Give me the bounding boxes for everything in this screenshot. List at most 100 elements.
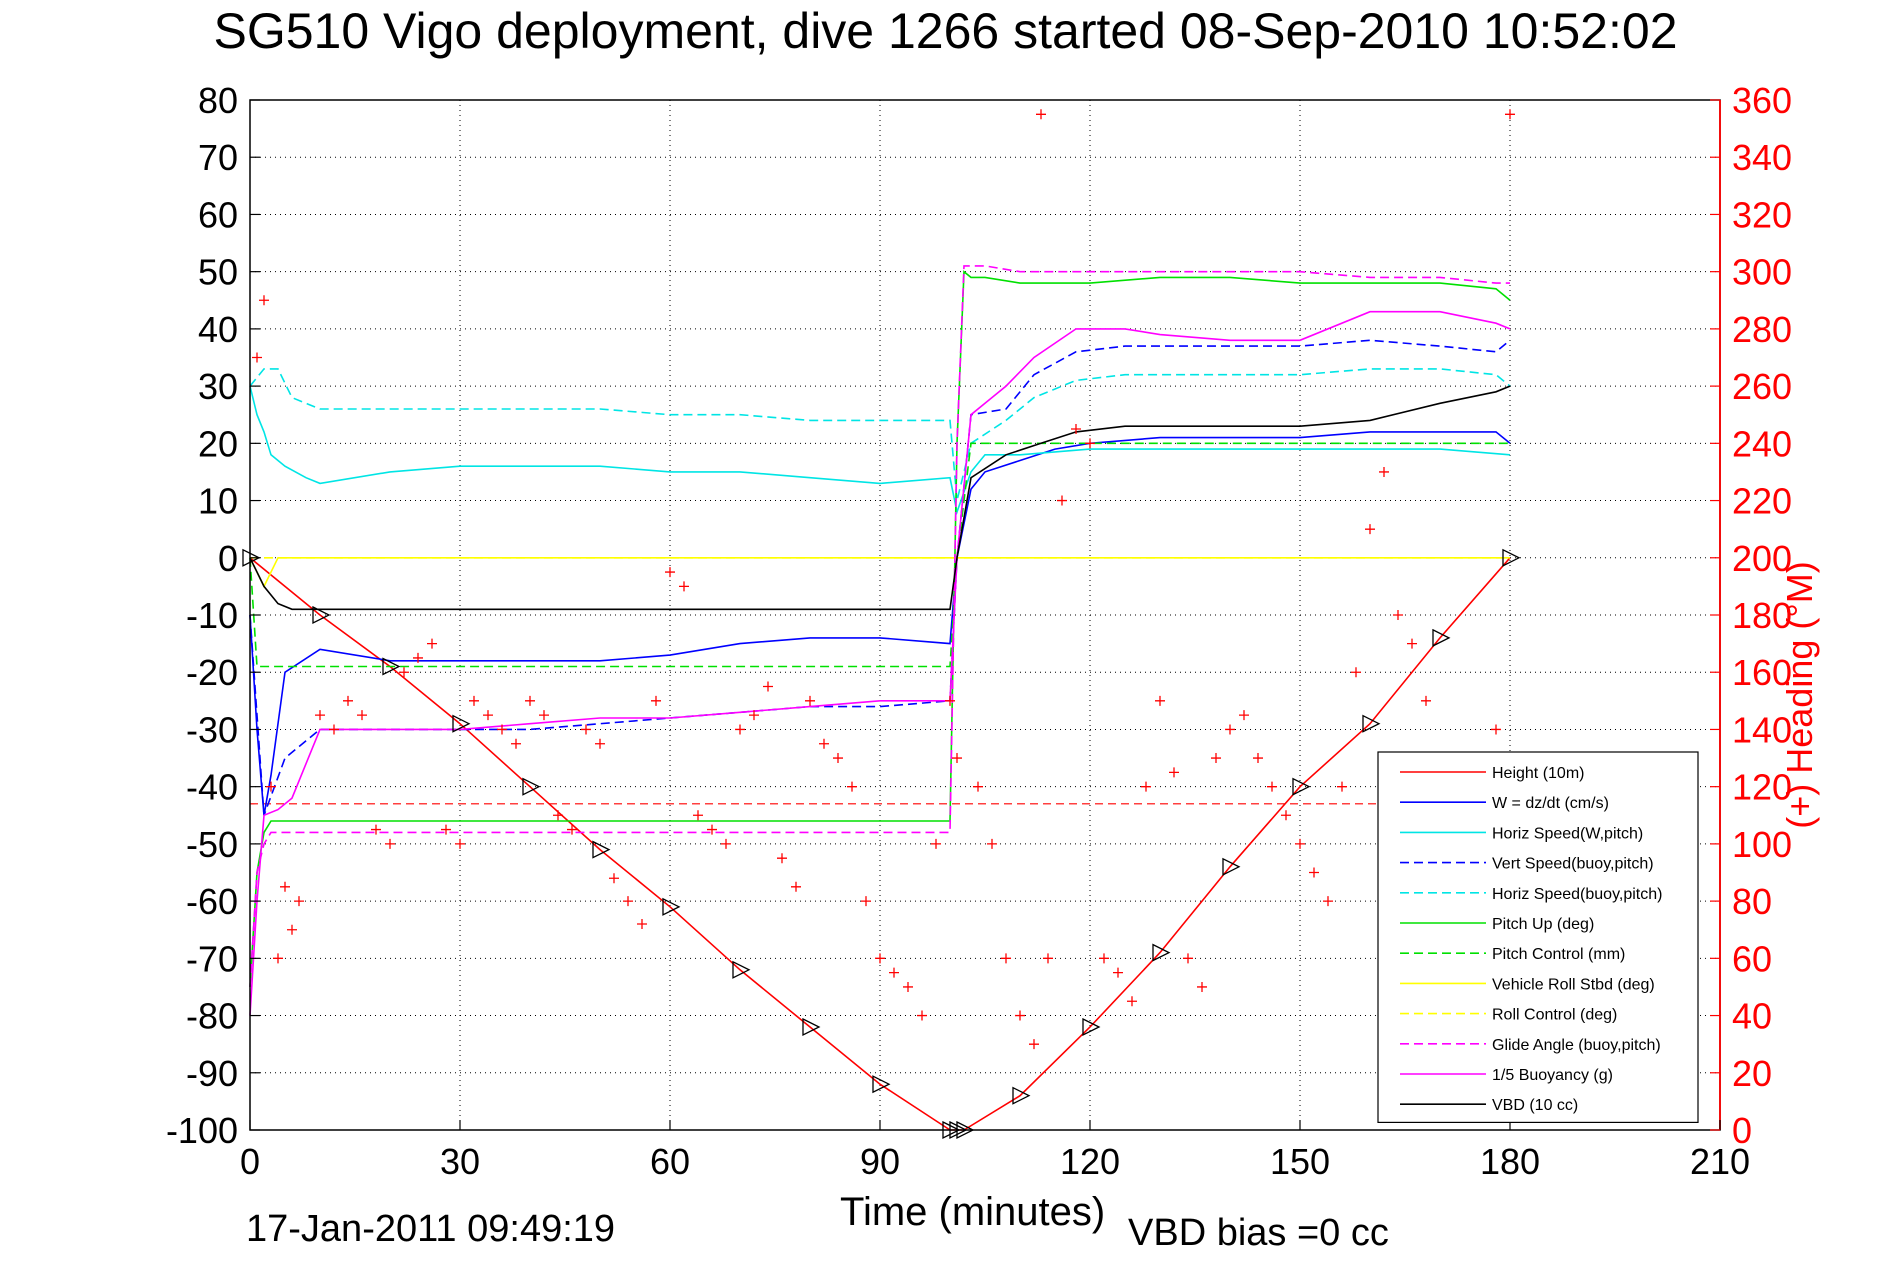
legend-label: Horiz Speed(buoy,pitch): [1492, 886, 1662, 903]
height-marker: [312, 605, 331, 625]
heading-point: [1491, 724, 1501, 735]
height-marker: [1362, 714, 1381, 733]
series-line-12: [249, 385, 1511, 611]
height-marker: [1432, 628, 1451, 647]
heading-point: [1337, 781, 1347, 792]
heading-point: [749, 710, 759, 721]
height-marker: [662, 897, 681, 916]
height-marker: [732, 960, 751, 979]
x-tick-label: 180: [1480, 1141, 1540, 1182]
y-tick-label: -20: [186, 652, 238, 693]
heading-point: [1365, 524, 1375, 535]
height-marker: [1082, 1017, 1101, 1037]
series-line-5: [249, 368, 1511, 501]
heading-point: [1141, 781, 1151, 792]
heading-point: [371, 824, 381, 835]
vbd-bias: VBD bias =0 cc: [1128, 1212, 1389, 1254]
legend-label: Pitch Up (deg): [1492, 916, 1594, 933]
legend-label: Vert Speed(buoy,pitch): [1492, 856, 1654, 873]
height-marker: [1012, 1086, 1031, 1105]
y2-tick-label: 360: [1732, 80, 1792, 121]
heading-point: [280, 881, 290, 892]
heading-point: [861, 896, 871, 907]
heading-point: [483, 710, 493, 721]
heading-point: [1071, 424, 1081, 435]
heading-point: [637, 919, 647, 929]
y2-tick-label: 180: [1732, 595, 1792, 636]
heading-point: [1085, 438, 1095, 449]
heading-point: [553, 810, 563, 821]
y2-tick-label: 200: [1732, 538, 1792, 579]
heading-point: [1323, 896, 1333, 907]
heading-point: [945, 695, 955, 706]
heading-point: [385, 838, 395, 849]
y2-tick-label: 260: [1732, 366, 1792, 407]
heading-point: [777, 853, 787, 864]
y-tick-label: -60: [186, 881, 238, 922]
heading-point: [1036, 109, 1046, 120]
x-tick-label: 60: [650, 1141, 690, 1182]
heading-point: [1309, 867, 1319, 878]
x-tick-label: 150: [1270, 1141, 1330, 1182]
heading-point: [315, 710, 325, 721]
y-tick-label: 0: [218, 538, 238, 579]
height-marker: [1152, 943, 1171, 962]
heading-point: [1421, 695, 1431, 706]
y-tick-label: -10: [186, 595, 238, 636]
x-tick-label: 30: [440, 1141, 480, 1182]
axes: 0 30 60 90 120 150 180 21080706050403020100-10-…: [166, 80, 1792, 1182]
heading-point: [1183, 953, 1193, 964]
heading-point: [889, 967, 899, 978]
heading-point: [595, 738, 605, 749]
height-marker: [592, 840, 611, 859]
heading-point: [1253, 753, 1263, 764]
heading-point: [1393, 610, 1403, 620]
y2-tick-label: 120: [1732, 767, 1792, 808]
legend-label: W = dz/dt (cm/s): [1492, 795, 1609, 812]
heading-point: [847, 781, 857, 792]
y2-tick-label: 100: [1732, 824, 1792, 865]
chart-title: SG510 Vigo deployment, dive 1266 started…: [213, 3, 1678, 59]
y2-tick-label: 60: [1732, 938, 1772, 979]
heading-point: [581, 724, 591, 735]
y-tick-label: -100: [166, 1110, 238, 1151]
y2-tick-label: 0: [1732, 1110, 1752, 1151]
heading-point: [1001, 953, 1011, 964]
heading-point: [791, 881, 801, 892]
heading-point: [266, 781, 276, 792]
heading-point: [1239, 710, 1249, 721]
legend-label: Horiz Speed(W,pitch): [1492, 825, 1643, 842]
y-tick-label: -80: [186, 996, 238, 1037]
series-line-6: [249, 270, 1511, 987]
series-line-2: [249, 431, 1511, 816]
y2-tick-label: 240: [1732, 423, 1792, 464]
heading-point: [413, 652, 423, 663]
heading-point: [1211, 753, 1221, 764]
x-tick-label: 0: [240, 1141, 260, 1182]
y2-tick-label: 40: [1732, 996, 1772, 1037]
heading-point: [343, 695, 353, 706]
heading-point: [819, 738, 829, 749]
height-marker: [452, 714, 471, 733]
heading-point: [273, 953, 283, 964]
legend-label: VBD (10 cc): [1492, 1097, 1578, 1114]
heading-point: [917, 1010, 927, 1021]
legend-label: Glide Angle (buoy,pitch): [1492, 1037, 1661, 1054]
heading-point: [294, 896, 304, 907]
heading-point: [539, 710, 549, 721]
heading-point: [707, 824, 717, 835]
heading-point: [1113, 967, 1123, 978]
heading-point: [357, 710, 367, 721]
heading-point: [252, 352, 262, 363]
height-marker: [522, 777, 541, 796]
heading-point: [735, 724, 745, 735]
x-axis-label: Time (minutes): [840, 1190, 1106, 1234]
height-marker: [802, 1017, 821, 1037]
heading-point: [665, 567, 675, 578]
heading-point: [399, 667, 409, 678]
x-tick-label: 210: [1690, 1141, 1750, 1182]
heading-point: [427, 638, 437, 649]
y-tick-label: 10: [198, 481, 238, 522]
heading-point: [1029, 1039, 1039, 1050]
legend-label: Vehicle Roll Stbd (deg): [1492, 976, 1655, 993]
